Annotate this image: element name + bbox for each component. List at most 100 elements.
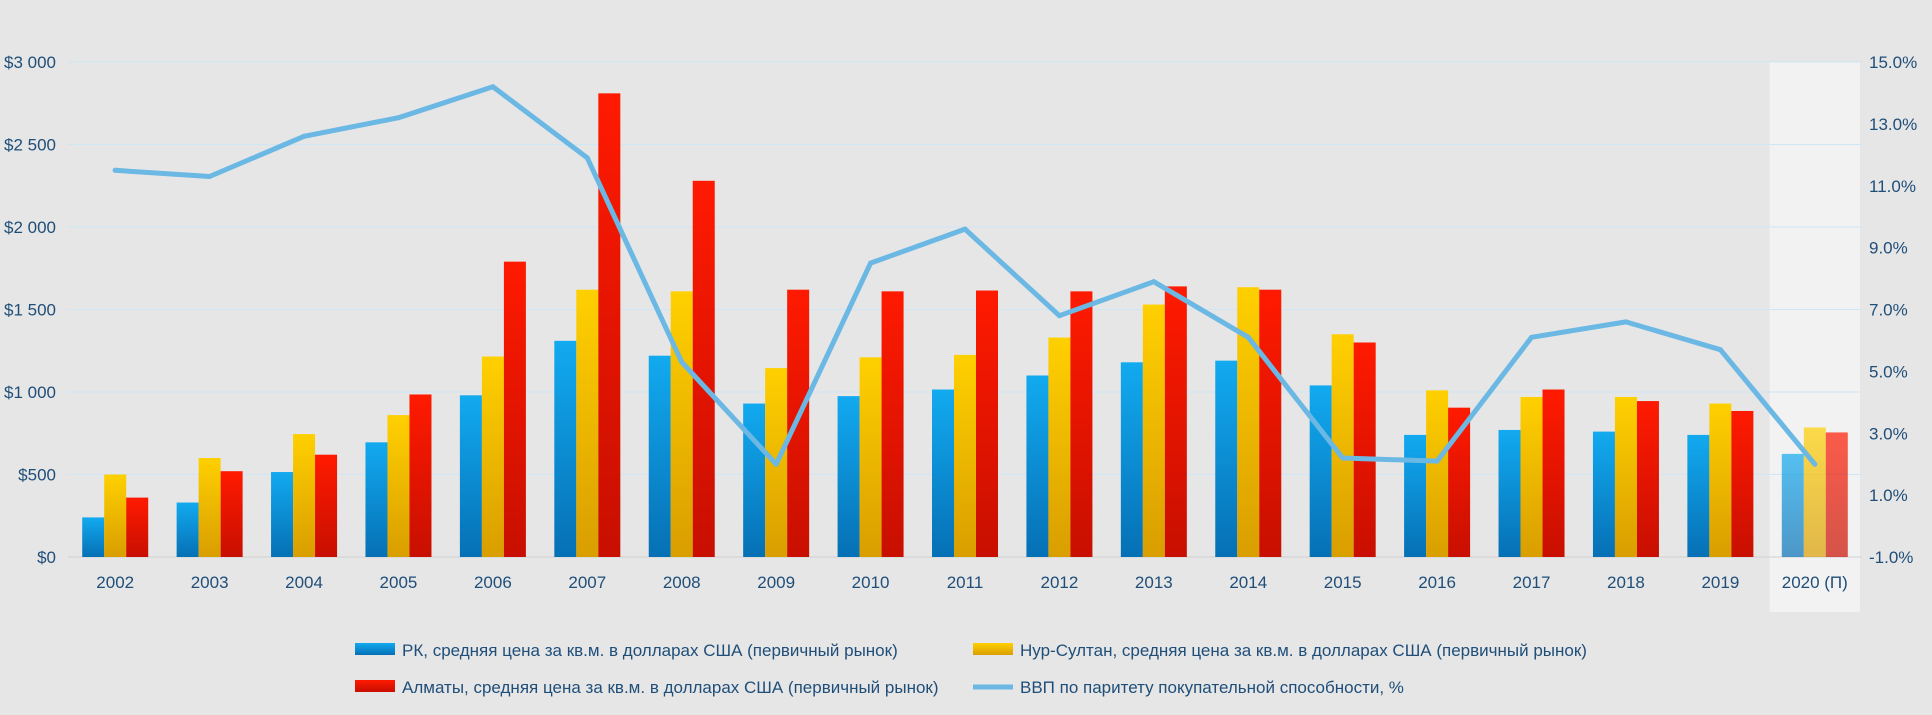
line-point — [1340, 455, 1346, 461]
bar — [576, 289, 599, 557]
x-tick-label: 2018 — [1607, 573, 1645, 592]
bar — [1520, 396, 1543, 557]
legend-label: РК, средняя цена за кв.м. в долларах США… — [402, 641, 898, 660]
line-point — [301, 133, 307, 139]
bar — [198, 458, 221, 557]
bar — [1592, 431, 1615, 557]
line-point — [1151, 279, 1157, 285]
bar — [220, 471, 243, 557]
y-right-tick-label: 1.0% — [1869, 486, 1908, 505]
bar — [1120, 362, 1143, 557]
bar — [837, 396, 860, 557]
x-tick-label: 2014 — [1229, 573, 1267, 592]
bar — [1781, 453, 1804, 557]
bar — [1026, 375, 1049, 557]
bar — [1498, 429, 1521, 557]
bar — [126, 497, 149, 557]
y-right-tick-label: 13.0% — [1869, 115, 1917, 134]
x-tick-label: 2013 — [1135, 573, 1173, 592]
bar — [976, 290, 998, 557]
y-right-tick-label: 11.0% — [1869, 177, 1916, 196]
bar — [598, 93, 621, 557]
bar — [409, 394, 432, 557]
bar — [1426, 390, 1449, 557]
x-tick-label: 2009 — [757, 573, 795, 592]
y-left-tick-label: $2 000 — [4, 218, 56, 237]
bar — [82, 517, 105, 557]
line-point — [112, 167, 118, 173]
x-tick-label: 2004 — [285, 573, 323, 592]
bar — [1825, 432, 1848, 557]
y-right-tick-label: 9.0% — [1869, 239, 1908, 258]
y-left-tick-label: $0 — [37, 548, 56, 567]
bar — [1542, 389, 1565, 557]
bar — [1448, 407, 1471, 557]
line-point — [773, 461, 779, 467]
bar — [1237, 287, 1260, 557]
line-point — [868, 260, 874, 266]
x-tick-label: 2015 — [1324, 573, 1362, 592]
x-tick-label: 2008 — [663, 573, 701, 592]
legend-label: Алматы, средняя цена за кв.м. в долларах… — [402, 678, 939, 697]
line-point — [679, 359, 685, 365]
bar — [1636, 401, 1659, 557]
bar — [787, 289, 810, 557]
bar — [554, 340, 577, 557]
legend-label: ВВП по паритету покупательной способност… — [1020, 678, 1404, 697]
bar — [271, 472, 294, 557]
bar — [481, 356, 504, 557]
bar — [293, 434, 316, 557]
line-point — [1812, 461, 1818, 467]
bar — [1404, 434, 1427, 557]
bar — [954, 354, 976, 557]
y-right-tick-label: 5.0% — [1869, 362, 1908, 381]
line-point — [1717, 347, 1723, 353]
bar — [1709, 403, 1732, 557]
bar — [387, 415, 410, 557]
legend-swatch — [355, 643, 395, 655]
bar — [315, 454, 338, 557]
bar — [1331, 334, 1354, 557]
bar — [932, 389, 954, 557]
x-tick-label: 2003 — [191, 573, 229, 592]
line-point — [1434, 458, 1440, 464]
bar — [1048, 337, 1071, 557]
y-right-tick-label: -1.0% — [1869, 548, 1913, 567]
bar — [176, 502, 199, 557]
x-tick-label: 2020 (П) — [1782, 573, 1848, 592]
x-tick-label: 2019 — [1701, 573, 1739, 592]
bar — [503, 261, 526, 557]
bar — [692, 180, 715, 558]
x-tick-label: 2007 — [568, 573, 606, 592]
legend-swatch — [973, 643, 1013, 655]
line-point — [490, 84, 496, 90]
y-left-tick-label: $3 000 — [4, 53, 56, 72]
x-tick-label: 2010 — [852, 573, 890, 592]
bar — [881, 291, 904, 557]
bar — [743, 403, 766, 557]
y-right-tick-label: 7.0% — [1869, 301, 1908, 320]
bar — [104, 474, 127, 557]
line-point — [962, 226, 968, 232]
line-point — [207, 173, 213, 179]
x-tick-label: 2006 — [474, 573, 512, 592]
bar — [648, 355, 671, 557]
bar — [859, 357, 882, 557]
x-tick-label: 2011 — [947, 573, 984, 592]
y-left-tick-label: $2 500 — [4, 136, 56, 155]
bar — [670, 291, 693, 557]
line-point — [1245, 334, 1251, 340]
bar — [1259, 289, 1282, 557]
bar — [1164, 286, 1187, 557]
x-tick-label: 2002 — [96, 573, 134, 592]
y-right-tick-label: 3.0% — [1869, 424, 1908, 443]
bar — [1215, 360, 1238, 557]
bar — [1353, 342, 1376, 557]
y-left-tick-label: $1 500 — [4, 301, 56, 320]
bar — [365, 442, 388, 557]
x-tick-label: 2012 — [1041, 573, 1079, 592]
y-left-tick-label: $500 — [18, 466, 56, 485]
line-point — [1623, 319, 1629, 325]
